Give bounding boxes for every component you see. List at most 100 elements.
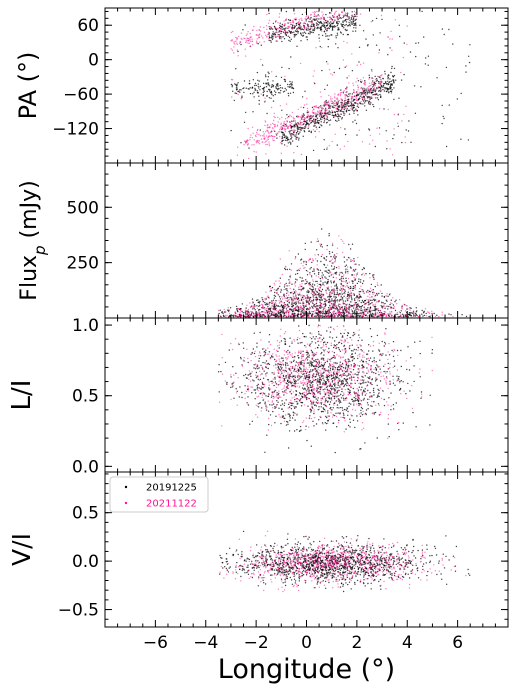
data-point xyxy=(335,43,337,45)
data-point xyxy=(266,112,268,115)
data-point xyxy=(313,108,315,111)
data-point xyxy=(318,298,321,301)
y-axis-label-subscript: p xyxy=(31,245,49,256)
data-point xyxy=(284,265,287,268)
data-point xyxy=(390,299,392,301)
data-point xyxy=(304,121,306,124)
data-point xyxy=(329,306,332,309)
data-point xyxy=(340,238,342,241)
data-point xyxy=(400,315,402,317)
data-point xyxy=(277,89,279,91)
data-point xyxy=(256,90,258,92)
data-point xyxy=(269,290,271,292)
data-point xyxy=(268,311,270,313)
data-point xyxy=(320,285,323,287)
data-point xyxy=(340,89,342,91)
data-point xyxy=(280,89,282,92)
data-point xyxy=(327,278,329,281)
data-point xyxy=(372,276,374,278)
data-point xyxy=(335,104,337,107)
data-point xyxy=(347,105,350,107)
data-point xyxy=(423,36,425,38)
data-point xyxy=(247,88,249,90)
data-point xyxy=(361,299,364,302)
data-point xyxy=(264,100,266,102)
data-point xyxy=(326,148,328,150)
data-point xyxy=(392,404,395,406)
data-point xyxy=(306,23,309,26)
data-point xyxy=(374,316,376,318)
data-point xyxy=(290,315,292,318)
data-point xyxy=(313,28,316,30)
data-point xyxy=(303,267,305,269)
data-point xyxy=(355,313,357,315)
data-point xyxy=(310,17,312,19)
data-point xyxy=(399,35,401,38)
data-point xyxy=(387,78,389,80)
data-point xyxy=(387,76,389,79)
data-point xyxy=(255,151,257,153)
data-point xyxy=(467,139,470,141)
data-point xyxy=(302,312,304,314)
data-point xyxy=(344,19,347,22)
data-point xyxy=(290,30,292,33)
data-point xyxy=(258,312,261,314)
data-point xyxy=(343,280,345,283)
data-point xyxy=(314,254,316,256)
data-point xyxy=(294,285,296,287)
data-point xyxy=(344,306,346,308)
data-point xyxy=(266,139,268,141)
data-point xyxy=(302,265,304,267)
data-point xyxy=(264,297,266,300)
data-point xyxy=(298,299,301,302)
data-point xyxy=(314,118,316,120)
data-point xyxy=(396,349,399,352)
data-point xyxy=(382,305,385,308)
data-point xyxy=(279,285,281,288)
data-point xyxy=(266,302,268,304)
data-point xyxy=(284,304,287,306)
data-point xyxy=(409,307,411,309)
data-point xyxy=(330,272,332,274)
data-point xyxy=(317,15,319,17)
data-point xyxy=(390,392,392,394)
data-point xyxy=(302,34,305,37)
data-point xyxy=(319,243,321,245)
data-point xyxy=(290,303,293,305)
data-point xyxy=(274,422,276,424)
data-point xyxy=(365,109,368,112)
data-point xyxy=(271,130,273,132)
data-point xyxy=(326,146,328,149)
data-point xyxy=(293,134,295,137)
data-point xyxy=(328,119,330,122)
data-point xyxy=(320,290,322,293)
data-point xyxy=(334,119,337,122)
data-point xyxy=(228,315,230,317)
data-point xyxy=(271,300,273,302)
data-point xyxy=(377,99,380,101)
data-point xyxy=(357,94,359,96)
data-point xyxy=(348,281,350,283)
data-point xyxy=(249,38,251,41)
data-point xyxy=(410,141,412,143)
data-point xyxy=(311,23,313,25)
data-point xyxy=(379,88,382,90)
data-point xyxy=(386,293,388,295)
data-point xyxy=(245,307,247,309)
data-point xyxy=(307,25,309,28)
data-point xyxy=(356,105,358,108)
data-point xyxy=(343,285,345,287)
data-point xyxy=(315,105,318,107)
data-point xyxy=(331,74,334,76)
data-point xyxy=(321,277,324,280)
data-point xyxy=(291,130,293,132)
data-point xyxy=(295,298,297,301)
data-point xyxy=(398,316,400,318)
data-point xyxy=(344,286,347,288)
data-point xyxy=(344,94,346,96)
data-point xyxy=(342,280,344,283)
data-point xyxy=(385,295,388,297)
data-point xyxy=(266,35,268,37)
data-point xyxy=(331,251,334,253)
